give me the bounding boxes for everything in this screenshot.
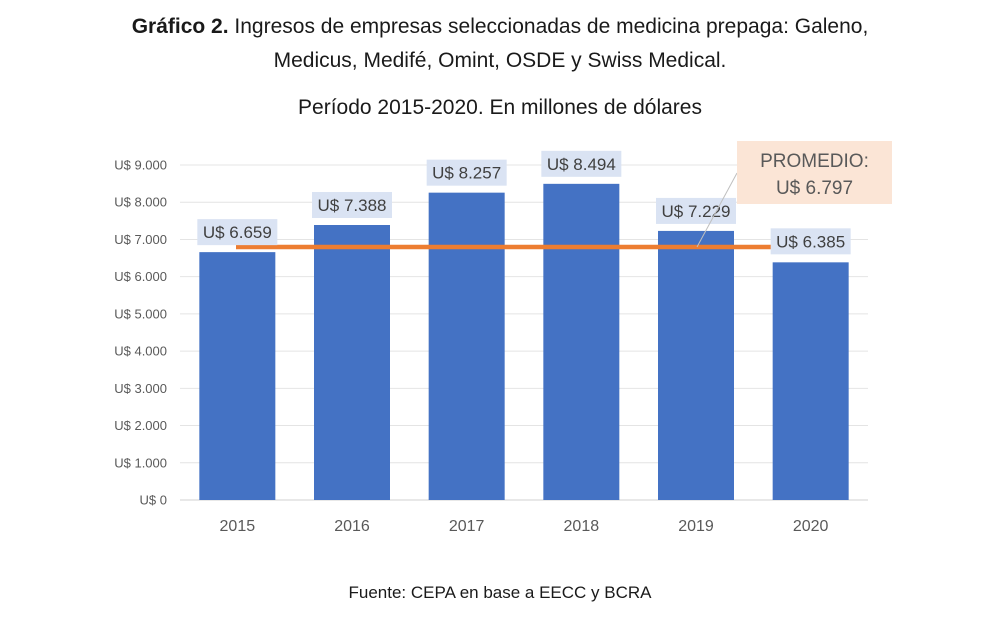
average-label-line1: PROMEDIO: xyxy=(760,151,869,172)
x-tick-label: 2016 xyxy=(334,518,370,535)
title-prefix: Gráfico 2. xyxy=(131,15,229,38)
data-label-box xyxy=(197,219,278,246)
data-label-box xyxy=(656,197,736,224)
title-line2: Medicus, Medifé, Omint, OSDE y Swiss Med… xyxy=(273,49,727,72)
y-tick-label: U$ 7.000 xyxy=(114,232,167,247)
data-label: U$ 8.494 xyxy=(547,155,616,174)
y-tick-label: U$ 4.000 xyxy=(114,344,167,359)
x-tick-label: 2020 xyxy=(793,518,829,535)
x-tick-label: 2019 xyxy=(678,518,714,535)
data-label: U$ 8.257 xyxy=(432,164,501,183)
y-tick-label: U$ 9.000 xyxy=(114,158,167,173)
data-label-box xyxy=(426,159,507,186)
y-tick-label: U$ 5.000 xyxy=(114,306,167,321)
bar-2016 xyxy=(314,225,390,500)
chart-subtitle: Período 2015-2020. En millones de dólare… xyxy=(298,96,702,119)
x-tick-label: 2018 xyxy=(564,518,600,535)
x-tick-label: 2017 xyxy=(449,518,485,535)
bar-2020 xyxy=(772,262,849,500)
source-note: Fuente: CEPA en base a EECC y BCRA xyxy=(348,583,652,602)
data-label-box xyxy=(312,192,392,219)
y-tick-label: U$ 6.000 xyxy=(114,269,167,284)
y-tick-label: U$ 2.000 xyxy=(114,418,167,433)
y-tick-label: U$ 0 xyxy=(140,493,167,508)
data-label: U$ 6.659 xyxy=(203,223,272,242)
bar-chart: U$ 0 U$ 1.000 U$ 2.000 U$ 3.000 U$ 4.000 U$ 5… xyxy=(114,141,892,535)
y-tick-label: U$ 8.000 xyxy=(114,195,167,210)
title-line1: Ingresos de empresas seleccionadas de me… xyxy=(234,15,869,38)
bar-2019 xyxy=(658,230,734,500)
bar-2015 xyxy=(199,252,276,500)
x-tick-label: 2015 xyxy=(220,518,256,535)
bar-2018 xyxy=(543,183,620,500)
average-label-line2: U$ 6.797 xyxy=(776,178,853,199)
chart-title: Gráfico 2. Ingresos de empresas seleccio… xyxy=(0,10,1000,78)
average-callout-box xyxy=(737,141,892,204)
data-label-box xyxy=(541,150,622,177)
data-label: U$ 7.388 xyxy=(318,196,387,215)
y-tick-label: U$ 1.000 xyxy=(114,455,167,470)
data-label: U$ 6.385 xyxy=(776,232,845,251)
bar-2017 xyxy=(428,192,505,500)
data-label-box xyxy=(770,228,851,255)
y-tick-label: U$ 3.000 xyxy=(114,381,167,396)
average-callout-leader xyxy=(696,172,738,248)
